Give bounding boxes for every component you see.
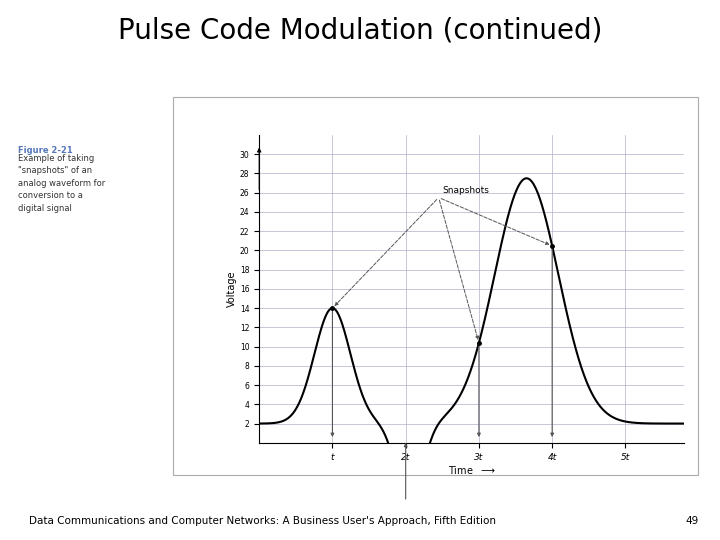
Text: Figure 2-21: Figure 2-21 [18,146,73,155]
Text: Example of taking
"snapshots" of an
analog waveform for
conversion to a
digital : Example of taking "snapshots" of an anal… [18,154,105,213]
Text: Pulse Code Modulation (continued): Pulse Code Modulation (continued) [118,16,602,44]
Text: Data Communications and Computer Networks: A Business User's Approach, Fifth Edi: Data Communications and Computer Network… [29,516,496,526]
X-axis label: Time  $\longrightarrow$: Time $\longrightarrow$ [448,464,495,476]
Y-axis label: Voltage: Voltage [227,271,237,307]
Text: Snapshots: Snapshots [442,186,489,194]
Text: 49: 49 [685,516,698,526]
